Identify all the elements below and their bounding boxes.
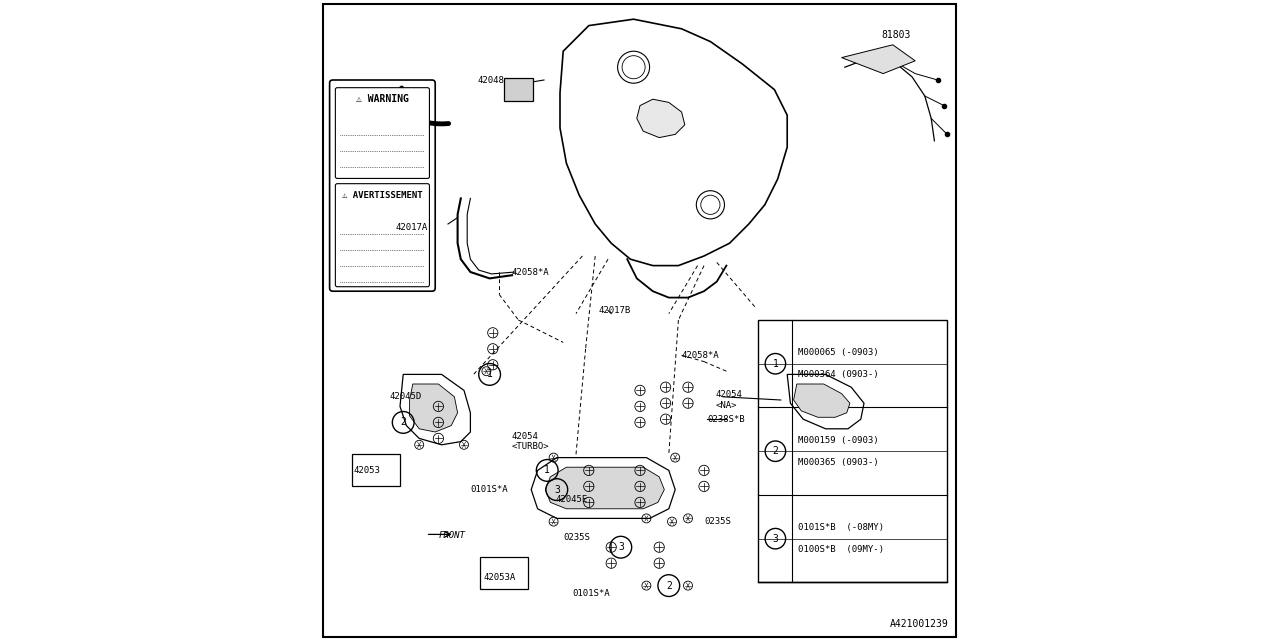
FancyBboxPatch shape xyxy=(323,4,955,637)
Polygon shape xyxy=(637,99,685,138)
Text: 0101S*A: 0101S*A xyxy=(573,589,611,598)
Text: 2: 2 xyxy=(666,580,672,591)
Text: 42045D: 42045D xyxy=(389,392,421,401)
Polygon shape xyxy=(561,19,787,266)
Polygon shape xyxy=(531,458,676,518)
Text: 3: 3 xyxy=(618,542,623,552)
Text: 42048: 42048 xyxy=(477,76,504,84)
FancyBboxPatch shape xyxy=(352,454,399,486)
FancyBboxPatch shape xyxy=(335,184,430,287)
Text: 2: 2 xyxy=(772,446,778,456)
Text: 42054
<TURBO>: 42054 <TURBO> xyxy=(512,432,549,451)
FancyBboxPatch shape xyxy=(330,80,435,291)
Text: 0235S: 0235S xyxy=(563,533,590,542)
FancyBboxPatch shape xyxy=(335,88,430,179)
Text: 3: 3 xyxy=(554,484,559,495)
Text: 2: 2 xyxy=(401,417,406,428)
Text: 3: 3 xyxy=(772,534,778,543)
Text: 42053A: 42053A xyxy=(484,573,516,582)
FancyBboxPatch shape xyxy=(503,78,534,101)
Text: 1: 1 xyxy=(772,359,778,369)
Polygon shape xyxy=(787,374,864,429)
Polygon shape xyxy=(410,384,458,432)
Text: FRONT: FRONT xyxy=(438,531,465,540)
Text: 42017A: 42017A xyxy=(396,223,428,232)
Text: 1: 1 xyxy=(486,369,493,380)
Text: M000364 (0903-): M000364 (0903-) xyxy=(797,370,878,379)
Text: 0101S*B  (-08MY): 0101S*B (-08MY) xyxy=(797,524,883,532)
Text: M000065 (-0903): M000065 (-0903) xyxy=(797,348,878,357)
Text: ⚠ WARNING: ⚠ WARNING xyxy=(356,94,408,104)
Polygon shape xyxy=(794,384,850,417)
Text: 0101S*A: 0101S*A xyxy=(471,485,508,494)
Text: 42053: 42053 xyxy=(353,466,380,475)
Text: M000365 (0903-): M000365 (0903-) xyxy=(797,458,878,467)
Text: A421001239: A421001239 xyxy=(890,619,948,629)
Text: ⚠ AVERTISSEMENT: ⚠ AVERTISSEMENT xyxy=(342,191,422,200)
Text: 0100S*B  (09MY-): 0100S*B (09MY-) xyxy=(797,545,883,554)
Text: 1: 1 xyxy=(544,465,550,476)
Text: 81803: 81803 xyxy=(882,30,910,40)
Text: 42017B: 42017B xyxy=(599,306,631,315)
Text: 0238S*B: 0238S*B xyxy=(708,415,745,424)
Text: 42058*A: 42058*A xyxy=(681,351,719,360)
Polygon shape xyxy=(842,45,915,74)
Polygon shape xyxy=(545,467,664,509)
Text: 0235S: 0235S xyxy=(704,517,731,526)
Polygon shape xyxy=(399,374,471,445)
FancyBboxPatch shape xyxy=(480,557,529,589)
Text: M000159 (-0903): M000159 (-0903) xyxy=(797,436,878,445)
Text: 42054
<NA>: 42054 <NA> xyxy=(716,390,742,410)
Text: 42045E: 42045E xyxy=(556,495,588,504)
Text: 42058*A: 42058*A xyxy=(512,268,549,276)
